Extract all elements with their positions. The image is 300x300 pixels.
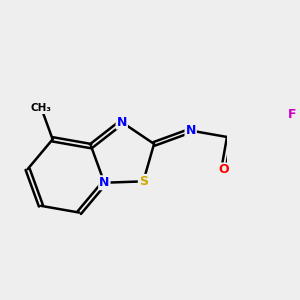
Text: CH₃: CH₃ bbox=[31, 103, 52, 113]
Text: N: N bbox=[185, 124, 196, 137]
Text: N: N bbox=[117, 116, 127, 129]
Text: O: O bbox=[218, 164, 229, 176]
Text: S: S bbox=[139, 175, 148, 188]
Text: F: F bbox=[288, 108, 297, 121]
Text: N: N bbox=[99, 176, 110, 189]
